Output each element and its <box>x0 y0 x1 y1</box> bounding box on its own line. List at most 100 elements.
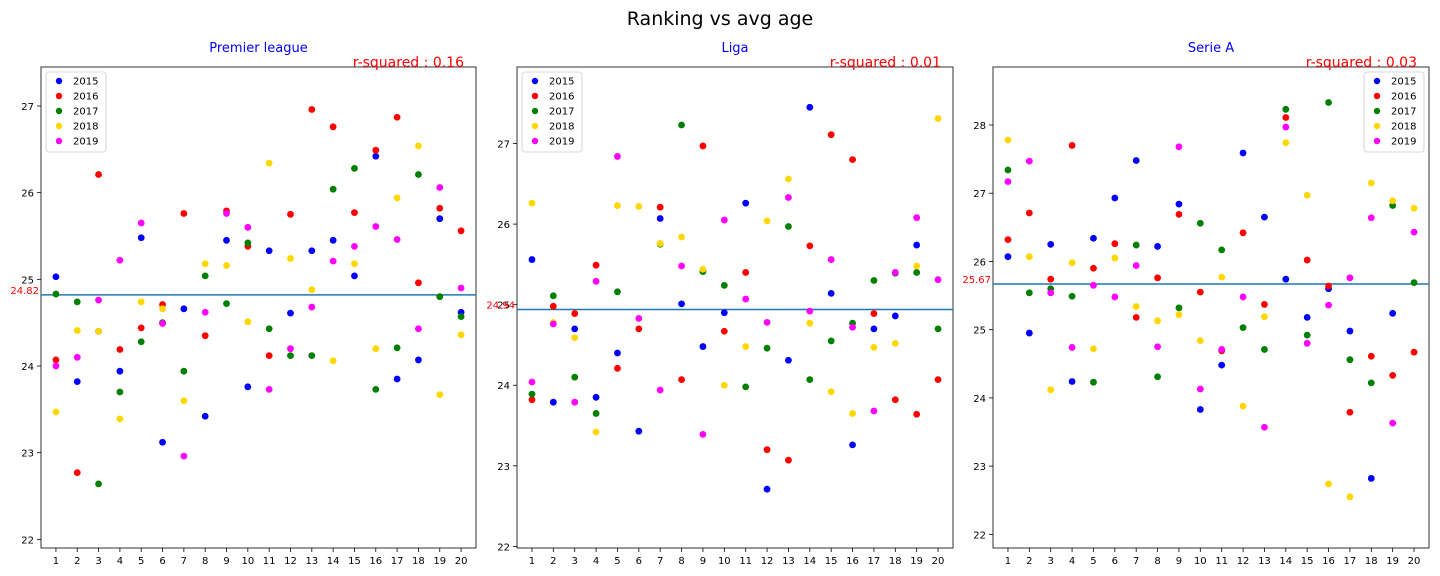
x-tick-label: 15 <box>1301 556 1314 567</box>
point-2018 <box>1282 139 1290 147</box>
point-2019 <box>934 276 942 284</box>
subplot-title: Serie A <box>1188 41 1234 56</box>
point-2017 <box>785 223 792 230</box>
point-2016 <box>849 156 856 164</box>
point-2015 <box>1090 234 1097 242</box>
x-tick-label: 19 <box>910 556 923 567</box>
x-tick-label: 15 <box>825 556 838 567</box>
point-2016 <box>329 123 337 131</box>
point-2017 <box>329 185 337 193</box>
point-2015 <box>116 367 124 375</box>
point-2016 <box>52 356 60 364</box>
point-2016 <box>137 324 145 332</box>
x-tick-label: 4 <box>593 556 599 567</box>
point-2017 <box>223 300 230 307</box>
point-2015 <box>159 438 166 446</box>
point-2017 <box>244 239 252 247</box>
point-2019 <box>436 184 444 191</box>
subplot-title: Premier league <box>209 41 307 56</box>
legend-marker-2015 <box>531 77 539 85</box>
subplot-1: 1 2 3 4 5 6 7 8 9 10 11 12 13 14 15 16 17 18 19 20222324252… <box>10 41 477 567</box>
point-2018 <box>1261 313 1268 321</box>
point-2018 <box>849 410 856 417</box>
x-tick-label: 13 <box>1258 556 1271 567</box>
point-2019 <box>308 303 316 311</box>
point-2018 <box>329 357 337 365</box>
point-2015 <box>329 236 337 244</box>
legend-marker-2016 <box>531 92 539 100</box>
legend-box <box>521 71 583 153</box>
point-2017 <box>1196 219 1204 227</box>
point-2016 <box>1389 371 1397 379</box>
x-tick-label: 11 <box>1215 556 1228 567</box>
point-2015 <box>849 441 856 449</box>
point-2017 <box>265 325 273 333</box>
point-2019 <box>656 386 664 394</box>
r-squared-label: r-squared : 0.16 <box>353 55 464 71</box>
x-tick-label: 5 <box>138 556 144 567</box>
point-2018 <box>1410 204 1418 212</box>
point-2016 <box>678 376 685 384</box>
legend-label: 2019 <box>73 137 98 148</box>
point-2018 <box>201 260 209 268</box>
point-2019 <box>1282 123 1290 131</box>
point-2019 <box>372 223 380 230</box>
subplot-2: 1 2 3 4 5 6 7 8 9 10 11 12 13 14 15 16 17 18 19 20222324252… <box>486 41 954 567</box>
x-tick-label: 14 <box>803 556 816 567</box>
point-2016 <box>1025 209 1033 217</box>
point-2017 <box>1325 99 1332 106</box>
point-2019 <box>1196 385 1204 393</box>
legend: 2015 2016 2017 2018 2019 <box>45 71 107 153</box>
r-squared-label: r-squared : 0.03 <box>1306 55 1417 71</box>
point-2015 <box>1367 475 1375 482</box>
point-2015 <box>73 378 81 385</box>
point-2015 <box>52 273 60 281</box>
point-2015 <box>1239 149 1247 157</box>
point-2017 <box>1154 373 1161 381</box>
x-tick-label: 10 <box>1194 556 1207 567</box>
point-2015 <box>1154 243 1161 250</box>
point-2015 <box>393 375 401 383</box>
point-2018 <box>436 391 444 398</box>
point-2016 <box>1068 142 1076 149</box>
point-2016 <box>1261 301 1268 308</box>
point-2016 <box>95 171 102 178</box>
point-2016 <box>457 227 465 235</box>
point-2019 <box>1025 157 1033 165</box>
legend-marker-2017 <box>55 107 63 115</box>
x-tick-label: 4 <box>1069 556 1075 567</box>
legend-label: 2016 <box>73 92 98 103</box>
point-2015 <box>1025 329 1033 337</box>
point-2016 <box>720 327 728 335</box>
point-2017 <box>827 337 835 345</box>
point-2017 <box>201 272 209 280</box>
point-2015 <box>614 349 621 357</box>
point-2016 <box>1004 236 1012 244</box>
point-2016 <box>415 279 422 287</box>
point-2019 <box>614 153 621 160</box>
point-2018 <box>635 202 643 210</box>
point-2019 <box>137 219 145 227</box>
y-tick-label: 24 <box>21 362 34 373</box>
x-tick-label: 6 <box>636 556 642 567</box>
point-2018 <box>742 343 750 350</box>
x-tick-label: 18 <box>889 556 902 567</box>
point-2015 <box>827 290 835 297</box>
point-2017 <box>1261 346 1268 353</box>
point-2018 <box>806 319 814 327</box>
x-tick-label: 2 <box>74 556 80 567</box>
point-2017 <box>1025 289 1033 297</box>
legend-marker-2017 <box>1373 107 1381 115</box>
point-2018 <box>180 397 188 405</box>
x-tick-label: 5 <box>614 556 620 567</box>
point-2015 <box>592 393 600 401</box>
point-2016 <box>1111 240 1119 248</box>
point-2017 <box>913 269 921 276</box>
point-2017 <box>95 480 102 488</box>
point-2015 <box>528 256 536 263</box>
point-2015 <box>806 103 814 111</box>
point-2016 <box>351 209 358 217</box>
x-tick-label: 19 <box>433 556 446 567</box>
point-2019 <box>287 345 294 353</box>
point-2019 <box>870 407 878 415</box>
